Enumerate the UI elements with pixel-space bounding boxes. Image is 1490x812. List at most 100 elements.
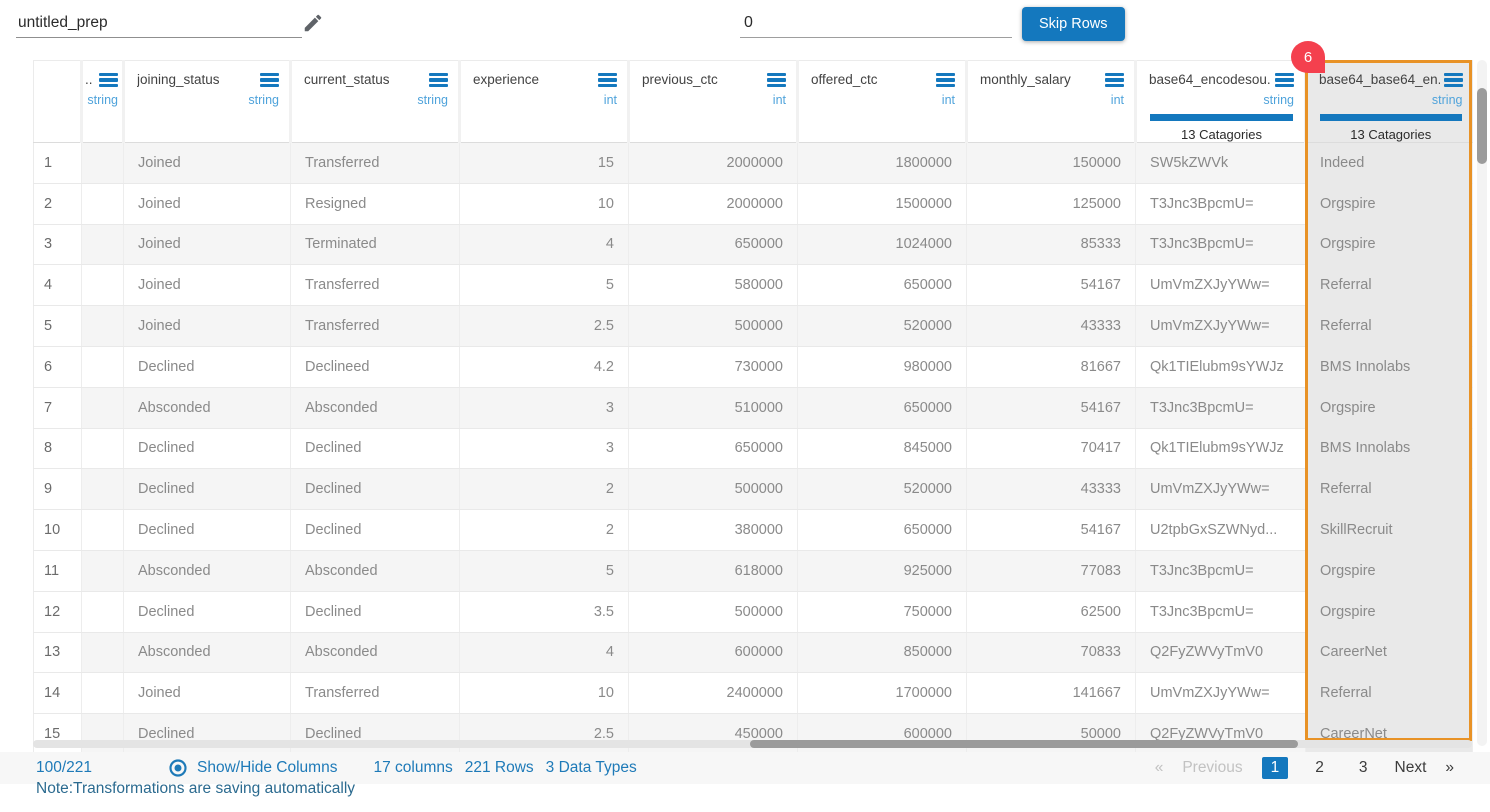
row-number: 11	[33, 550, 82, 592]
prep-name-input[interactable]	[16, 8, 302, 38]
page-button-2[interactable]: 2	[1315, 759, 1324, 776]
page-button-3[interactable]: 3	[1358, 759, 1368, 776]
cell: Q2FyZWVyTmV0	[1135, 632, 1306, 674]
column-menu-icon[interactable]	[1105, 70, 1124, 90]
column-header-offered-ctc: offered_ctc int	[796, 60, 967, 143]
cell: 10	[459, 183, 629, 225]
cell: Transferred	[290, 264, 460, 307]
column-label: current_status	[304, 72, 390, 88]
cell: UmVmZXJyYWw=	[1135, 305, 1306, 347]
cell: 2400000	[628, 672, 798, 715]
rows-count-info: 221 Rows	[464, 759, 534, 776]
table-row: 5 Joined Transferred 2.5 500000 520000 43333 Um…	[33, 305, 1473, 347]
cell: 3.5	[459, 591, 629, 633]
header-row: .. string joining_status string current_stat…	[33, 60, 1473, 143]
cell	[81, 468, 124, 511]
column-menu-icon[interactable]	[1443, 70, 1463, 90]
vertical-scrollbar-thumb[interactable]	[1477, 88, 1487, 164]
vertical-scrollbar[interactable]	[1477, 60, 1487, 746]
cell: 54167	[966, 387, 1136, 429]
next-arrow[interactable]: »	[1445, 759, 1454, 776]
horizontal-scrollbar-thumb[interactable]	[750, 740, 1298, 748]
column-menu-icon[interactable]	[936, 70, 955, 90]
next-button[interactable]: Next	[1394, 759, 1427, 776]
cell: Qk1TIElubm9sYWJz	[1135, 346, 1306, 388]
data-table: .. string joining_status string current_stat…	[33, 60, 1473, 755]
horizontal-scrollbar[interactable]	[33, 740, 1472, 748]
cell: 50000	[966, 713, 1136, 755]
column-menu-icon[interactable]	[99, 70, 118, 90]
cell	[81, 632, 124, 674]
cell: 3	[459, 428, 629, 470]
table-row: 6 Declined Declineed 4.2 730000 980000 81667 Qk…	[33, 346, 1473, 388]
column-label: experience	[473, 72, 540, 88]
table-row: 1 Joined Transferred 15 2000000 1800000 150000…	[33, 142, 1473, 184]
cell: Absconded	[290, 550, 460, 592]
skip-rows-input[interactable]	[740, 8, 1012, 38]
cell: 510000	[628, 387, 798, 429]
cell: Declined	[290, 428, 460, 470]
cell: Transferred	[290, 305, 460, 347]
cell: CareerNet	[1305, 632, 1473, 674]
cell: 1800000	[797, 142, 967, 184]
cell: T3Jnc3BpcmU=	[1135, 387, 1306, 429]
column-menu-icon[interactable]	[429, 70, 448, 90]
cell: T3Jnc3BpcmU=	[1135, 550, 1306, 592]
cell: 4.2	[459, 346, 629, 388]
cell: 5	[459, 264, 629, 307]
column-type-label: int	[603, 92, 617, 107]
cell: Referral	[1305, 264, 1473, 307]
pagination: « Previous 1 2 3 Next »	[1155, 757, 1454, 779]
edit-pencil-icon[interactable]	[302, 12, 324, 34]
cell: 54167	[966, 264, 1136, 307]
cell	[81, 591, 124, 633]
cell: 650000	[797, 387, 967, 429]
previous-arrow[interactable]: «	[1154, 759, 1164, 776]
cell	[81, 305, 124, 347]
column-header-base64-encodesou: base64_encodesou... string 13 Catagories	[1134, 60, 1306, 143]
cell: UmVmZXJyYWw=	[1135, 468, 1306, 511]
cell: 70417	[966, 428, 1136, 470]
cell: 600000	[628, 632, 798, 674]
column-label: joining_status	[137, 72, 220, 88]
previous-button[interactable]: Previous	[1182, 759, 1243, 776]
cell: Joined	[123, 183, 291, 225]
column-menu-icon[interactable]	[767, 70, 786, 90]
column-label: previous_ctc	[642, 72, 718, 88]
cell: 1700000	[797, 672, 967, 715]
column-header-base64-base64-en: base64_base64_en... string 13 Catagories	[1304, 60, 1473, 143]
cell: 600000	[797, 713, 967, 755]
cell: Declined	[290, 713, 460, 755]
cell: 15	[459, 142, 629, 184]
row-number: 15	[33, 713, 82, 755]
row-number: 6	[33, 346, 82, 388]
cell: Resigned	[290, 183, 460, 225]
column-menu-icon[interactable]	[1275, 70, 1294, 90]
cell: 925000	[797, 550, 967, 592]
skip-rows-button[interactable]: Skip Rows	[1022, 7, 1125, 41]
cell	[81, 224, 124, 266]
column-menu-icon[interactable]	[598, 70, 617, 90]
cell: Transferred	[290, 142, 460, 184]
table-row: 15 Declined Declined 2.5 450000 600000 50000 Q2…	[33, 713, 1473, 755]
cell: 450000	[628, 713, 798, 755]
column-menu-icon[interactable]	[260, 70, 279, 90]
columns-count-info: 17 columns	[373, 759, 453, 776]
cell: Qk1TIElubm9sYWJz	[1135, 428, 1306, 470]
cell: 500000	[628, 591, 798, 633]
cell: Orgspire	[1305, 591, 1473, 633]
cell	[81, 183, 124, 225]
cell	[81, 142, 124, 184]
cell: Declined	[123, 591, 291, 633]
column-header-row-number	[33, 60, 82, 143]
row-number: 2	[33, 183, 82, 225]
cell	[81, 387, 124, 429]
cell: Declined	[290, 468, 460, 511]
cell: Absconded	[290, 387, 460, 429]
page-button-1[interactable]: 1	[1261, 757, 1289, 779]
column-type-label: string	[248, 92, 279, 107]
category-bar	[1320, 113, 1462, 121]
show-hide-columns-button[interactable]: Show/Hide Columns	[168, 758, 337, 778]
table-row: 11 Absconded Absconded 5 618000 925000 77083 T3…	[33, 550, 1473, 592]
table-row: 14 Joined Transferred 10 2400000 1700000 14166…	[33, 672, 1473, 715]
